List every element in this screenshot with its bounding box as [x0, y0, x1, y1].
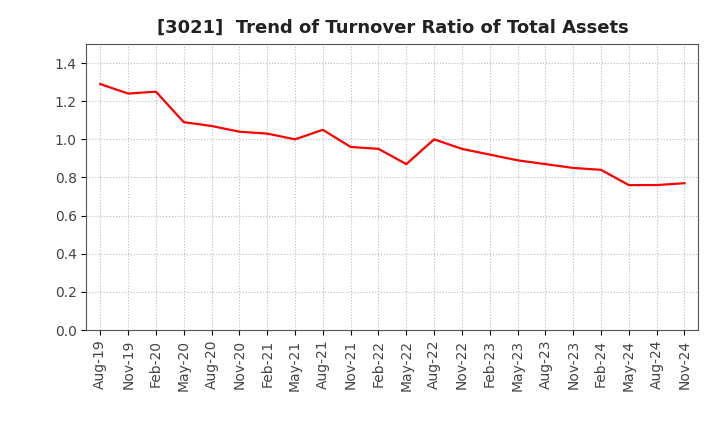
Title: [3021]  Trend of Turnover Ratio of Total Assets: [3021] Trend of Turnover Ratio of Total …	[156, 19, 629, 37]
